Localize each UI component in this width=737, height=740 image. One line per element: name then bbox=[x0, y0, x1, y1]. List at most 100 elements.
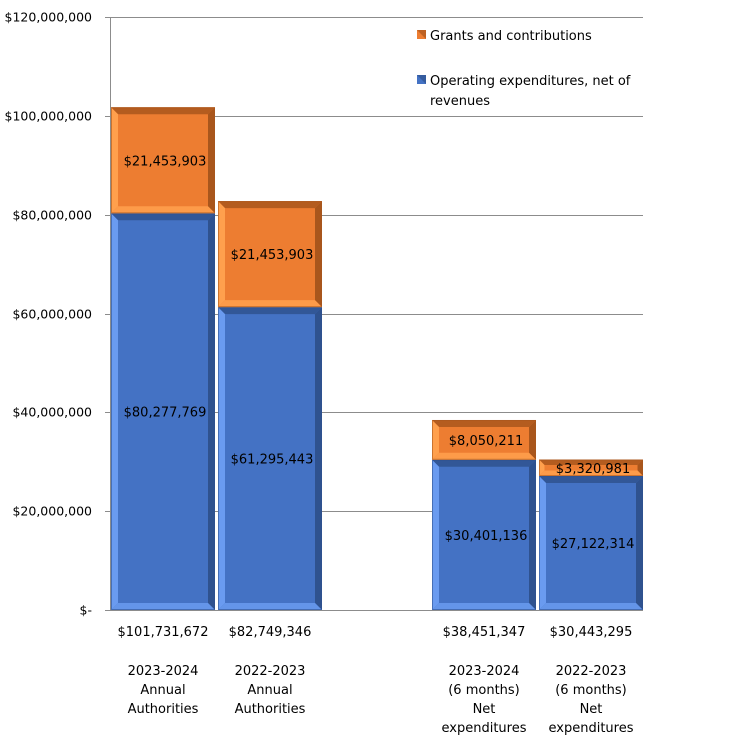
bar-bevel-right bbox=[529, 459, 536, 610]
bar-bevel-bottom bbox=[218, 300, 322, 308]
bar-bevel-right bbox=[637, 459, 643, 476]
y-tick-label: $20,000,000 bbox=[12, 504, 92, 519]
bar-bevel-right bbox=[315, 201, 322, 308]
bar-operating-expenditures bbox=[539, 475, 643, 610]
data-labels: $80,277,769 $21,453,903 $61,295,443 $21,453… bbox=[124, 154, 635, 552]
bar-outline bbox=[111, 213, 215, 610]
category-label: Net bbox=[473, 702, 496, 717]
data-label: $3,320,981 bbox=[556, 462, 630, 477]
bar-grants-contributions bbox=[218, 201, 322, 308]
bar-bevel-left bbox=[539, 459, 545, 476]
bar-outline bbox=[539, 459, 643, 476]
data-label: $27,122,314 bbox=[552, 537, 635, 552]
category-label: expenditures bbox=[549, 721, 634, 736]
bar-bevel-top bbox=[111, 107, 215, 115]
total-label: $30,443,295 bbox=[550, 625, 633, 640]
bar-bevel-bottom bbox=[111, 206, 215, 214]
y-tick-label: $60,000,000 bbox=[12, 307, 92, 322]
legend-item-grants: Grants and contributions bbox=[417, 29, 592, 44]
bar-grants-contributions bbox=[111, 107, 215, 214]
bar-bevel-right bbox=[529, 419, 536, 460]
bar-bevel-top bbox=[539, 475, 643, 483]
bar-bevel-bottom bbox=[539, 603, 643, 610]
total-label: $82,749,346 bbox=[229, 625, 312, 640]
bar-bevel-right bbox=[315, 307, 322, 610]
bars bbox=[111, 107, 643, 611]
bar-bevel-right bbox=[636, 475, 643, 610]
category-label: 2023-2024 bbox=[128, 664, 199, 679]
bar-face bbox=[539, 475, 643, 610]
bar-bevel-bottom bbox=[432, 603, 536, 610]
bar-bevel-right bbox=[208, 213, 215, 611]
y-tick-label: $120,000,000 bbox=[5, 10, 93, 25]
category-label: 2023-2024 bbox=[449, 664, 520, 679]
y-tick-label: $100,000,000 bbox=[5, 109, 93, 124]
bar-bevel-top bbox=[111, 213, 215, 221]
bar-bevel-top bbox=[539, 459, 643, 466]
data-label: $8,050,211 bbox=[449, 434, 523, 449]
y-axis: $- $20,000,000 $40,000,000 $60,000,000 $80,0… bbox=[5, 10, 111, 618]
bar-bevel-top bbox=[218, 307, 322, 315]
bar-operating-expenditures bbox=[432, 459, 536, 611]
legend: Grants and contributions Operating expend… bbox=[417, 29, 631, 109]
legend-swatch-shade bbox=[417, 75, 426, 84]
bar-grants-contributions bbox=[539, 459, 643, 476]
legend-label: Operating expenditures, net of bbox=[430, 74, 631, 89]
bar-bevel-bottom bbox=[111, 603, 215, 610]
category-label: (6 months) bbox=[555, 683, 627, 698]
data-label: $61,295,443 bbox=[231, 453, 314, 468]
legend-item-operating: Operating expenditures, net of revenues bbox=[417, 74, 631, 109]
bar-face bbox=[111, 213, 215, 611]
bar-outline bbox=[432, 459, 536, 611]
category-label: 2022-2023 bbox=[235, 664, 306, 679]
legend-label: Grants and contributions bbox=[430, 29, 592, 44]
bar-bevel-left bbox=[432, 459, 439, 610]
bar-bevel-left bbox=[218, 307, 225, 610]
category-label: 2022-2023 bbox=[556, 664, 627, 679]
category-label: Authorities bbox=[235, 702, 306, 717]
total-label: $38,451,347 bbox=[443, 625, 526, 640]
legend-label: revenues bbox=[430, 94, 490, 109]
bar-bevel-left bbox=[111, 213, 118, 611]
bar-bevel-top bbox=[432, 459, 536, 467]
bar-bevel-top bbox=[432, 419, 536, 427]
category-label: (6 months) bbox=[448, 683, 520, 698]
bar-bevel-left bbox=[111, 107, 118, 214]
data-label: $80,277,769 bbox=[124, 406, 207, 421]
category-label: Annual bbox=[247, 683, 292, 698]
category-label: Authorities bbox=[128, 702, 199, 717]
data-label: $21,453,903 bbox=[124, 154, 207, 169]
bar-face bbox=[218, 201, 322, 308]
category-label: Net bbox=[580, 702, 603, 717]
data-label: $30,401,136 bbox=[445, 529, 528, 544]
category-label: expenditures bbox=[442, 721, 527, 736]
y-tick-label: $40,000,000 bbox=[12, 405, 92, 420]
bar-bevel-left bbox=[218, 201, 225, 308]
bar-face bbox=[111, 107, 215, 214]
bar-outline bbox=[111, 107, 215, 214]
bar-bevel-bottom bbox=[432, 452, 536, 460]
bar-outline bbox=[218, 201, 322, 308]
bar-outline bbox=[218, 307, 322, 610]
bar-bevel-bottom bbox=[539, 470, 643, 476]
bar-bevel-top bbox=[218, 201, 322, 209]
x-axis-labels: $101,731,672 2023-2024 Annual Authorities $8… bbox=[118, 625, 634, 736]
bar-operating-expenditures bbox=[218, 307, 322, 610]
bar-outline bbox=[432, 419, 536, 460]
bar-bevel-bottom bbox=[218, 603, 322, 610]
bar-operating-expenditures bbox=[111, 213, 215, 611]
total-label: $101,731,672 bbox=[118, 625, 209, 640]
bar-grants-contributions bbox=[432, 419, 536, 460]
bar-face bbox=[218, 307, 322, 610]
data-label: $21,453,903 bbox=[231, 248, 314, 263]
bar-bevel-left bbox=[432, 419, 439, 460]
bar-face bbox=[432, 459, 536, 610]
category-label: Annual bbox=[140, 683, 185, 698]
bar-bevel-right bbox=[208, 107, 215, 214]
bar-bevel-left bbox=[539, 475, 546, 610]
y-tick-label: $- bbox=[80, 603, 92, 618]
y-tick-label: $80,000,000 bbox=[12, 208, 92, 223]
bar-outline bbox=[539, 475, 643, 610]
legend-swatch-shade bbox=[417, 30, 426, 39]
